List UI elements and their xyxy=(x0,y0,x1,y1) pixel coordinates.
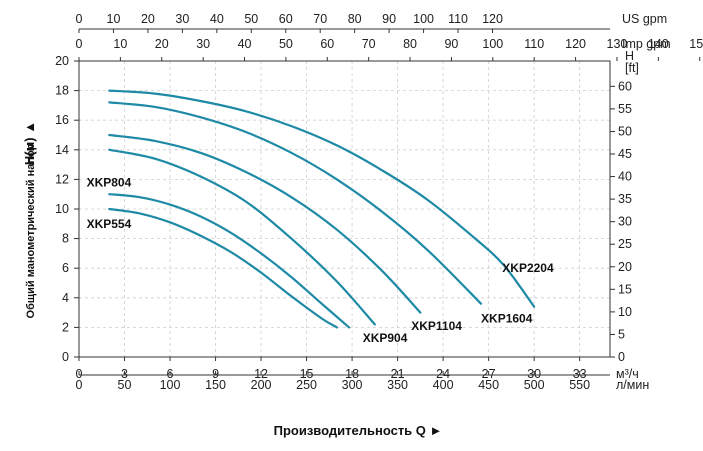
imp-gpm-tick-label: 40 xyxy=(238,37,252,51)
ft-tick-label: 10 xyxy=(618,305,632,319)
y-tick-label: 14 xyxy=(55,143,69,157)
us-gpm-tick-label: 110 xyxy=(448,12,468,26)
ft-tick-label: 30 xyxy=(618,215,632,229)
lpm-tick-label: 500 xyxy=(524,378,545,392)
us-gpm-tick-label: 70 xyxy=(313,12,327,26)
ft-tick-label: 35 xyxy=(618,192,632,206)
imp-gpm-tick-label: 80 xyxy=(403,37,417,51)
lpm-tick-label: 250 xyxy=(296,378,317,392)
us-gpm-unit-label: US gpm xyxy=(622,12,667,26)
lpm-tick-label: 400 xyxy=(433,378,454,392)
lpm-tick-label: 50 xyxy=(118,378,132,392)
y-tick-label: 20 xyxy=(55,54,69,68)
imp-gpm-tick-label: 30 xyxy=(196,37,210,51)
lpm-tick-label: 200 xyxy=(251,378,272,392)
lpm-tick-label: 550 xyxy=(569,378,590,392)
curve-xkp1604 xyxy=(108,101,483,305)
ft-tick-label: 45 xyxy=(618,147,632,161)
ft-unit-label: [ft] xyxy=(625,61,639,75)
imp-gpm-tick-label: 60 xyxy=(320,37,334,51)
lpm-unit-label: л/мин xyxy=(616,378,649,392)
y-axis-unit: H(м) ▲ xyxy=(22,121,37,165)
grid xyxy=(79,61,610,357)
ft-tick-label: 15 xyxy=(618,282,632,296)
y-tick-label: 0 xyxy=(62,350,69,364)
lpm-tick-label: 100 xyxy=(160,378,181,392)
ft-tick-label: 5 xyxy=(618,327,625,341)
y-tick-label: 4 xyxy=(62,291,69,305)
x-axis-title: Производительность Q ► xyxy=(274,423,443,438)
series-label-xkp904: XKP904 xyxy=(363,331,408,345)
lpm-tick-label: 150 xyxy=(205,378,226,392)
lpm-tick-label: 450 xyxy=(478,378,499,392)
performance-curves xyxy=(108,89,536,329)
axes: 0246810121416182003691215182124273033м³/… xyxy=(55,12,703,392)
imp-gpm-tick-label: 0 xyxy=(76,37,83,51)
imp-gpm-tick-label: 90 xyxy=(444,37,458,51)
y-tick-label: 2 xyxy=(62,320,69,334)
lpm-tick-label: 350 xyxy=(387,378,408,392)
ft-tick-label: 0 xyxy=(618,350,625,364)
curve-xkp804 xyxy=(108,193,351,329)
imp-gpm-tick-label: 130 xyxy=(607,37,628,51)
y-axis-title: Общий манометрический напор xyxy=(25,143,37,318)
series-label-xkp1104: XKP1104 xyxy=(411,319,462,333)
ft-tick-label: 60 xyxy=(618,79,632,93)
ft-tick-label: 40 xyxy=(618,170,632,184)
series-label-xkp2204: XKP2204 xyxy=(502,261,554,275)
series-label-xkp554: XKP554 xyxy=(87,217,132,231)
imp-gpm-tick-label: 100 xyxy=(482,37,503,51)
us-gpm-tick-label: 120 xyxy=(482,12,503,26)
us-gpm-tick-label: 40 xyxy=(210,12,224,26)
curve-xkp904 xyxy=(108,148,376,326)
us-gpm-tick-label: 100 xyxy=(413,12,434,26)
ft-tick-label: 20 xyxy=(618,260,632,274)
y-tick-label: 12 xyxy=(55,172,69,186)
us-gpm-tick-label: 20 xyxy=(141,12,155,26)
imp-gpm-unit-label: Imp gpm xyxy=(622,37,671,51)
ft-tick-label: 55 xyxy=(618,102,632,116)
imp-gpm-tick-label: 120 xyxy=(565,37,586,51)
us-gpm-tick-label: 60 xyxy=(279,12,293,26)
imp-gpm-tick-label: 10 xyxy=(113,37,127,51)
us-gpm-tick-label: 0 xyxy=(76,12,83,26)
y-tick-label: 8 xyxy=(62,232,69,246)
y-tick-label: 10 xyxy=(55,202,69,216)
us-gpm-tick-label: 30 xyxy=(175,12,189,26)
x-unit-label: м³/ч xyxy=(616,367,639,381)
us-gpm-tick-label: 80 xyxy=(348,12,362,26)
y-tick-label: 6 xyxy=(62,261,69,275)
curve-xkp554 xyxy=(108,207,338,329)
ft-tick-label: 50 xyxy=(618,124,632,138)
ft-axis-title: H xyxy=(625,49,634,63)
lpm-tick-label: 0 xyxy=(76,378,83,392)
us-gpm-tick-label: 10 xyxy=(107,12,121,26)
y-tick-label: 18 xyxy=(55,84,69,98)
us-gpm-tick-label: 90 xyxy=(382,12,396,26)
curve-xkp2204 xyxy=(108,89,536,308)
imp-gpm-tick-label: 70 xyxy=(362,37,376,51)
ft-tick-label: 25 xyxy=(618,237,632,251)
imp-gpm-tick-label: 110 xyxy=(524,37,544,51)
series-label-xkp1604: XKP1604 xyxy=(481,312,533,326)
curve-xkp1104 xyxy=(108,133,422,314)
imp-gpm-tick-label: 140 xyxy=(648,37,669,51)
imp-gpm-tick-label: 20 xyxy=(155,37,169,51)
y-tick-label: 16 xyxy=(55,113,69,127)
imp-gpm-tick-label: 150 xyxy=(689,37,703,51)
imp-gpm-tick-label: 50 xyxy=(279,37,293,51)
us-gpm-tick-label: 50 xyxy=(244,12,258,26)
lpm-tick-label: 300 xyxy=(342,378,363,392)
series-label-xkp804: XKP804 xyxy=(87,175,132,189)
